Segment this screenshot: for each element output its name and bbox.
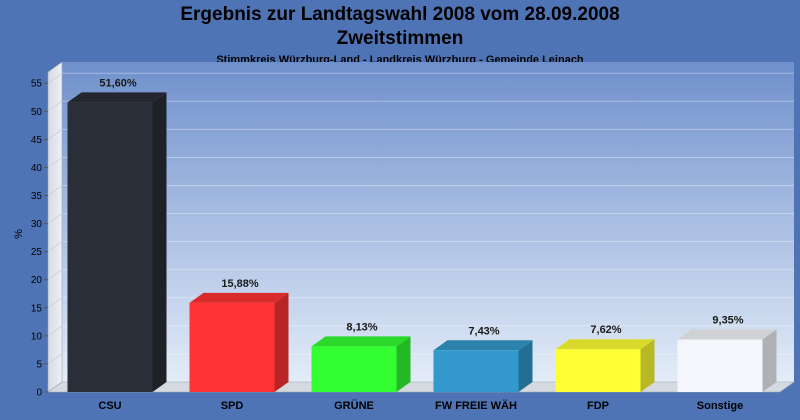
y-tick-label: 10 [31,331,43,342]
bar-side [762,329,777,392]
bar-gr-ne: 8,13% [311,321,411,392]
x-tick-label: Sonstige [697,400,743,412]
bar-top [67,92,167,103]
x-tick-label: CSU [98,400,121,412]
y-tick-label: 45 [31,135,43,146]
chart-title: Ergebnis zur Landtagswahl 2008 vom 28.09… [180,4,620,25]
bar-top [677,329,777,340]
y-tick-label: 5 [36,359,42,370]
y-tick-label: 50 [31,107,43,118]
x-tick-label: GRÜNE [334,399,374,412]
grid-line-wall [47,101,63,112]
y-tick-label: 25 [31,247,43,258]
bar-side [152,92,167,392]
y-tick-label: 0 [36,388,42,399]
bar-front [189,302,275,392]
bar-fw-freie-w-h: 7,43% [433,325,533,392]
x-tick-label: FW FREIE WÄH [435,399,517,412]
grid-line-wall [47,325,63,337]
grid-line-wall [47,157,63,168]
bar-top [433,340,533,351]
bar-top [189,292,289,303]
x-tick-label: FDP [587,400,609,412]
bar-value-label: 8,13% [346,321,377,333]
y-tick-label: 40 [31,163,43,174]
bar-sonstige: 9,35% [677,315,777,392]
x-tick-label: SPD [221,400,244,412]
y-tick-label: 35 [31,191,43,202]
bars: 51,60% 15,88% 8,13% 7,43% 7,62% 9,35% [67,77,777,392]
bar-value-label: 9,35% [712,315,743,327]
bar-front [311,346,397,392]
bar-fdp: 7,62% [555,324,655,392]
plot-back-wall [62,62,794,382]
grid-line-wall [47,213,63,224]
bar-side [518,340,533,392]
grid-line-wall [47,129,63,140]
grid-line-wall [47,297,63,309]
bar-side [396,336,411,392]
plot-left-wall [47,61,63,393]
grid-line-wall [47,72,63,84]
bar-value-label: 7,43% [468,325,499,337]
bar-front [555,349,641,392]
bar-top [311,336,411,347]
y-axis-ticks: 0 5 10 15 20 25 30 35 40 45 50 55 [31,79,48,399]
bar-spd: 15,88% [189,278,289,392]
grid-line-wall [47,353,63,365]
grid-line-wall [47,269,63,280]
bar-side [640,339,655,392]
x-axis-labels: CSU SPD GRÜNE FW FREIE WÄH FDP Sonstige [98,399,743,412]
bar-value-label: 51,60% [99,77,137,89]
bar-front [67,102,153,392]
grid-line-wall [47,185,63,196]
grid-line-wall [47,241,63,252]
bar-top [555,339,655,350]
y-tick-label: 55 [31,79,43,90]
y-tick-label: 30 [31,219,43,230]
bar-csu: 51,60% [67,77,167,392]
bar-front [433,350,519,392]
y-tick-label: 15 [31,303,43,314]
y-axis-label: % [13,229,25,239]
y-tick-label: 20 [31,275,43,286]
bar-side [274,292,289,392]
bar-value-label: 7,62% [590,324,621,336]
grid-lines [47,72,794,365]
bar-front [677,339,763,392]
bar-value-label: 15,88% [221,278,259,290]
chart-subtitle: Zweitstimmen [336,28,464,49]
